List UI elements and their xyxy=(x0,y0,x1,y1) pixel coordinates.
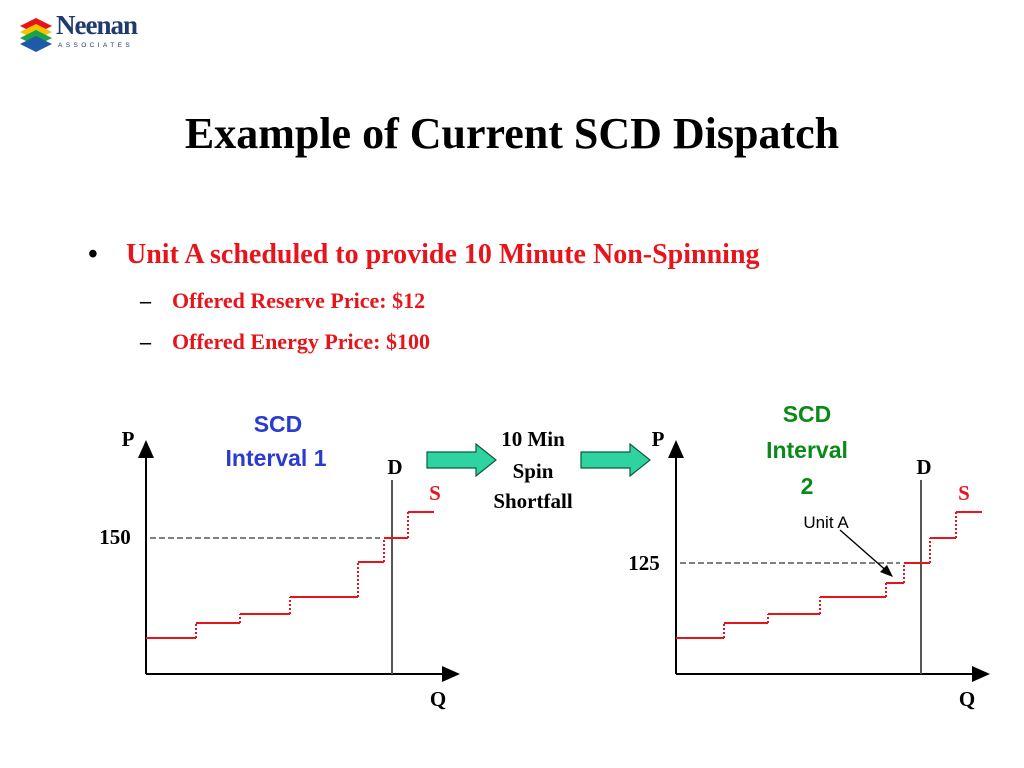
price-label: 150 xyxy=(99,525,131,549)
unit-a-annotation: Unit A xyxy=(803,513,849,532)
y-axis-label: P xyxy=(122,427,135,451)
supply-risers xyxy=(195,512,409,638)
chart-interval-2: P Q D S 125 Unit A SCD Interval 2 xyxy=(628,401,990,711)
annotation-arrowhead-icon xyxy=(880,565,893,577)
arrow-label-line-2: Spin xyxy=(513,459,554,483)
supply-steps xyxy=(676,511,982,639)
supply-steps xyxy=(146,511,434,639)
supply-risers xyxy=(723,512,957,638)
supply-label: S xyxy=(958,481,970,505)
chart-interval-1: P Q D S 150 SCD Interval 1 xyxy=(99,411,460,711)
slide-title: Example of Current SCD Dispatch xyxy=(184,109,840,158)
y-axis-label: P xyxy=(652,427,665,451)
logo-name: Neenan xyxy=(56,10,138,40)
supply-label: S xyxy=(429,481,441,505)
interval-2-title-line-1: SCD xyxy=(783,401,832,427)
interval-1-title-line-1: SCD xyxy=(254,411,303,437)
bullet-text: Unit A scheduled to provide 10 Minute No… xyxy=(126,239,760,270)
sub-bullet-text: Offered Reserve Price: $12 xyxy=(172,288,426,313)
interval-2-title-line-3: 2 xyxy=(801,473,814,499)
interval-2-title-line-2: Interval xyxy=(766,437,848,463)
sub-bullet-marker: – xyxy=(140,329,151,354)
logo-subtitle: ASSOCIATES xyxy=(58,42,134,49)
logo-icon xyxy=(20,18,52,52)
sub-bullet-marker: – xyxy=(140,288,151,313)
arrow-label-line-3: Shortfall xyxy=(493,489,573,513)
transition-arrows: 10 Min Spin Shortfall xyxy=(426,427,651,513)
neenan-logo: Neenan ASSOCIATES xyxy=(18,10,138,54)
demand-label: D xyxy=(916,455,931,479)
x-axis-label: Q xyxy=(430,687,446,711)
demand-label: D xyxy=(387,455,402,479)
arrow-label-line-1: 10 Min xyxy=(501,427,565,451)
bullet-marker: • xyxy=(88,239,98,270)
sub-bullet-text: Offered Energy Price: $100 xyxy=(172,329,431,354)
price-label: 125 xyxy=(628,551,660,575)
arrow-right-icon xyxy=(426,442,497,478)
interval-1-title-line-2: Interval 1 xyxy=(226,445,327,471)
arrow-right-icon xyxy=(580,442,651,478)
annotation-pointer xyxy=(839,529,890,574)
x-axis-label: Q xyxy=(959,687,975,711)
